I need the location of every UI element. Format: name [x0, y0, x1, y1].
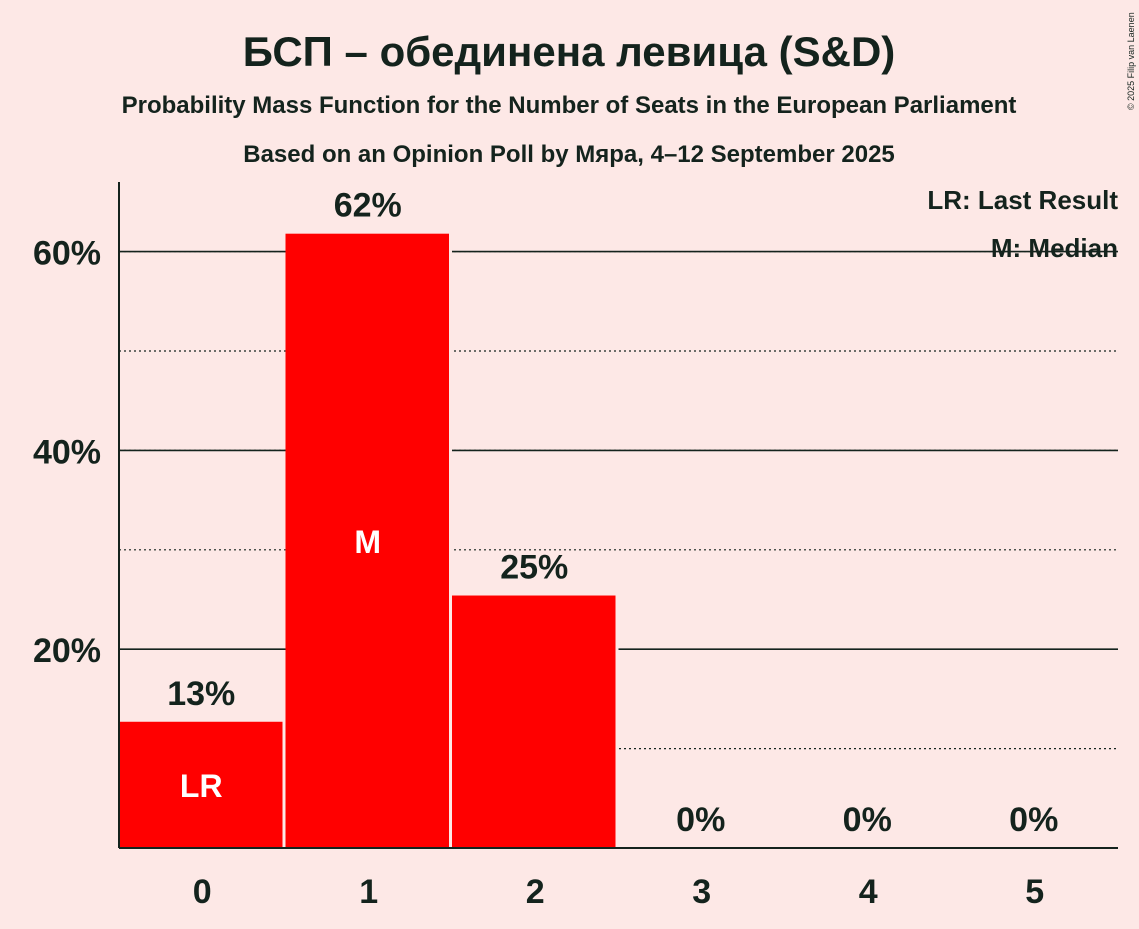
x-tick-label: 2 — [526, 873, 545, 911]
chart-subtitle-poll: Based on an Opinion Poll by Мяра, 4–12 S… — [243, 141, 895, 168]
bar — [285, 233, 449, 848]
legend-entry: LR: Last Result — [927, 185, 1118, 215]
bars — [119, 231, 619, 848]
y-tick-label: 40% — [33, 433, 101, 471]
copyright-text: © 2025 Filip van Laenen — [1126, 12, 1136, 110]
data-label: 62% — [334, 187, 402, 225]
chart-title: БСП – обединена левица (S&D) — [243, 28, 896, 75]
legend-entry: M: Median — [991, 233, 1118, 263]
y-tick-label: 20% — [33, 632, 101, 670]
x-tick-label: 4 — [859, 873, 878, 911]
data-label: 13% — [167, 675, 235, 713]
data-label: 0% — [676, 801, 725, 839]
legend: LR: Last Result M: Median — [927, 185, 1118, 263]
data-label: 25% — [500, 549, 568, 587]
data-label: 0% — [1009, 801, 1058, 839]
x-tick-label: 5 — [1025, 873, 1044, 911]
x-tick-label: 3 — [692, 873, 711, 911]
x-tick-label: 1 — [359, 873, 378, 911]
data-label: 0% — [843, 801, 892, 839]
bar — [452, 595, 616, 848]
bar-marker-label: LR — [180, 768, 223, 804]
bar — [119, 721, 283, 848]
axes — [118, 182, 1118, 849]
y-tick-label: 60% — [33, 235, 101, 273]
chart-subtitle: Probability Mass Function for the Number… — [122, 92, 1017, 119]
bar-marker-label: M — [354, 524, 381, 560]
x-tick-label: 0 — [193, 873, 212, 911]
